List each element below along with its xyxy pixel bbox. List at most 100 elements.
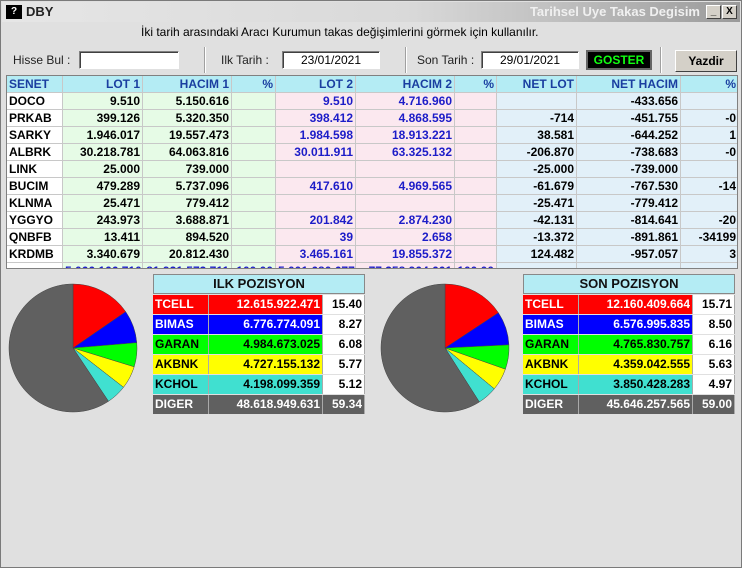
table-cell[interactable] [455, 246, 497, 263]
table-cell[interactable]: -451.755 [577, 110, 681, 127]
table-cell[interactable] [455, 144, 497, 161]
table-cell[interactable] [681, 195, 737, 212]
table-cell[interactable]: -42.131 [497, 212, 577, 229]
table-cell[interactable]: 20.812.430 [143, 246, 232, 263]
table-cell[interactable]: 1.946.017 [63, 127, 143, 144]
table-cell[interactable]: 13.411 [63, 229, 143, 246]
table-cell[interactable]: 9.510 [276, 93, 356, 110]
table-row-symbol[interactable]: QNBFB [7, 229, 63, 246]
table-cell[interactable] [455, 93, 497, 110]
table-cell[interactable]: -0 [681, 110, 737, 127]
table-cell[interactable]: -206.870 [497, 144, 577, 161]
column-header[interactable]: HACIM 1 [143, 76, 232, 93]
table-row-symbol[interactable]: KLNMA [7, 195, 63, 212]
minimize-button[interactable]: _ [706, 5, 721, 19]
hisse-bul-input[interactable] [79, 51, 179, 69]
table-row-symbol[interactable]: LINK [7, 161, 63, 178]
table-cell[interactable]: -14 [681, 178, 737, 195]
table-cell[interactable] [356, 195, 455, 212]
table-cell[interactable]: 4.716.960 [356, 93, 455, 110]
table-cell[interactable] [232, 195, 276, 212]
table-row-symbol[interactable]: YGGYO [7, 212, 63, 229]
ilk-tarih-input[interactable]: 23/01/2021 [282, 51, 380, 69]
table-cell[interactable]: -738.683 [577, 144, 681, 161]
table-cell[interactable]: -644.252 [577, 127, 681, 144]
table-cell[interactable] [232, 127, 276, 144]
table-cell[interactable] [232, 161, 276, 178]
table-cell[interactable] [276, 195, 356, 212]
table-cell[interactable]: -814.641 [577, 212, 681, 229]
table-cell[interactable]: 1.984.598 [276, 127, 356, 144]
table-row-symbol[interactable]: BUCIM [7, 178, 63, 195]
column-header[interactable]: NET HACIM [577, 76, 681, 93]
title-bar[interactable]: ? DBY Tarihsel Uye Takas Degisim _ X [2, 2, 740, 22]
table-cell[interactable]: -34199 [681, 229, 737, 246]
table-cell[interactable]: -714 [497, 110, 577, 127]
table-cell[interactable]: 124.482 [497, 246, 577, 263]
table-cell[interactable]: -25.471 [497, 195, 577, 212]
table-cell[interactable]: 479.289 [63, 178, 143, 195]
table-cell[interactable] [455, 195, 497, 212]
table-cell[interactable] [356, 161, 455, 178]
table-cell[interactable]: 3.465.161 [276, 246, 356, 263]
table-cell[interactable]: -25.000 [497, 161, 577, 178]
table-cell[interactable]: 4.969.565 [356, 178, 455, 195]
table-cell[interactable]: 1 [681, 127, 737, 144]
table-cell[interactable] [455, 212, 497, 229]
table-cell[interactable] [455, 178, 497, 195]
table-cell[interactable]: 30.218.781 [63, 144, 143, 161]
column-header[interactable]: HACIM 2 [356, 76, 455, 93]
table-row-symbol[interactable]: ALBRK [7, 144, 63, 161]
column-header[interactable]: LOT 2 [276, 76, 356, 93]
table-cell[interactable] [455, 127, 497, 144]
table-cell[interactable] [276, 161, 356, 178]
table-cell[interactable]: 399.126 [63, 110, 143, 127]
table-cell[interactable]: -13.372 [497, 229, 577, 246]
table-cell[interactable] [681, 93, 737, 110]
table-cell[interactable]: 201.842 [276, 212, 356, 229]
table-cell[interactable]: -20 [681, 212, 737, 229]
table-cell[interactable]: 243.973 [63, 212, 143, 229]
table-cell[interactable]: 3.340.679 [63, 246, 143, 263]
table-cell[interactable]: 3.688.871 [143, 212, 232, 229]
table-cell[interactable]: 25.000 [63, 161, 143, 178]
table-cell[interactable]: -767.530 [577, 178, 681, 195]
table-cell[interactable] [232, 229, 276, 246]
table-cell[interactable]: -957.057 [577, 246, 681, 263]
table-cell[interactable] [232, 246, 276, 263]
table-cell[interactable] [232, 93, 276, 110]
table-cell[interactable]: 19.557.473 [143, 127, 232, 144]
table-cell[interactable] [232, 178, 276, 195]
table-row-symbol[interactable]: KRDMB [7, 246, 63, 263]
table-cell[interactable] [232, 144, 276, 161]
table-cell[interactable]: 5.150.616 [143, 93, 232, 110]
table-cell[interactable]: 38.581 [497, 127, 577, 144]
goster-button[interactable]: GOSTER [586, 50, 652, 70]
yazdir-button[interactable]: Yazdir [675, 50, 737, 72]
table-cell[interactable]: -739.000 [577, 161, 681, 178]
column-header[interactable]: % [681, 76, 737, 93]
table-cell[interactable]: -61.679 [497, 178, 577, 195]
table-cell[interactable] [455, 161, 497, 178]
table-cell[interactable]: 3 [681, 246, 737, 263]
table-cell[interactable] [455, 229, 497, 246]
table-cell[interactable]: 25.471 [63, 195, 143, 212]
table-cell[interactable]: -779.412 [577, 195, 681, 212]
table-cell[interactable]: 779.412 [143, 195, 232, 212]
table-cell[interactable]: 63.325.132 [356, 144, 455, 161]
column-header[interactable]: % [232, 76, 276, 93]
table-cell[interactable]: -433.656 [577, 93, 681, 110]
table-cell[interactable]: 64.063.816 [143, 144, 232, 161]
table-cell[interactable] [232, 110, 276, 127]
table-cell[interactable]: 19.855.372 [356, 246, 455, 263]
table-cell[interactable]: 739.000 [143, 161, 232, 178]
column-header[interactable]: NET LOT [497, 76, 577, 93]
table-row-symbol[interactable]: DOCO [7, 93, 63, 110]
table-cell[interactable]: 4.868.595 [356, 110, 455, 127]
column-header[interactable]: % [455, 76, 497, 93]
table-cell[interactable]: 5.320.350 [143, 110, 232, 127]
table-cell[interactable]: 39 [276, 229, 356, 246]
son-tarih-input[interactable]: 29/01/2021 [481, 51, 579, 69]
table-cell[interactable]: 894.520 [143, 229, 232, 246]
